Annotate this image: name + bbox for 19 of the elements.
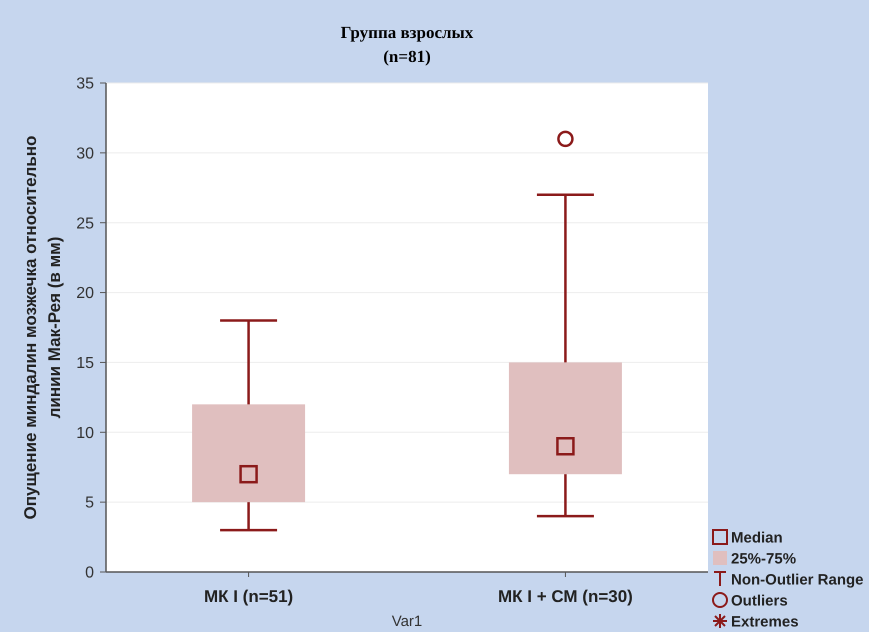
y-axis-title: Опущение миндалин мозжечка относительно линии Мак-Рея (в мм) — [21, 136, 64, 520]
y-tick-label: 10 — [76, 424, 94, 442]
y-tick-label: 5 — [85, 494, 94, 512]
x-tick-label: МК I + СМ (n=30) — [498, 587, 633, 606]
chart-subtitle: (n=81) — [383, 47, 431, 66]
chart-title: Группа взрослых — [340, 23, 474, 42]
y-tick-label: 0 — [85, 564, 94, 582]
x-axis-title: Var1 — [392, 613, 422, 630]
text: Non-Outlier Range — [731, 571, 864, 588]
y-tick-label: 15 — [76, 355, 94, 372]
y-tick-label: 35 — [76, 76, 94, 93]
x-tick-label: МК I (n=51) — [204, 587, 294, 606]
y-tick-label: 25 — [76, 215, 94, 232]
y-tick-label: 30 — [76, 145, 94, 162]
y-tick-label: 20 — [76, 285, 94, 302]
text: 25%-75% — [731, 550, 796, 568]
text: Extremes — [731, 613, 799, 630]
text: Median — [731, 529, 783, 546]
text: Outliers — [731, 592, 788, 610]
